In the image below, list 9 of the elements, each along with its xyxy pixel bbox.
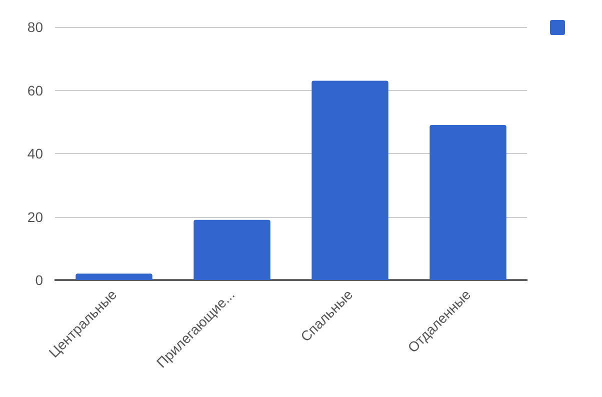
- y-tick-label: 60: [27, 82, 44, 98]
- bar: [194, 220, 270, 280]
- bar: [430, 125, 506, 280]
- bar: [312, 80, 388, 280]
- y-tick-label: 0: [35, 272, 44, 288]
- y-tick-label: 20: [27, 208, 44, 225]
- y-tick-label: 80: [27, 19, 44, 35]
- bar: [76, 274, 152, 280]
- y-tick-label: 40: [27, 146, 44, 162]
